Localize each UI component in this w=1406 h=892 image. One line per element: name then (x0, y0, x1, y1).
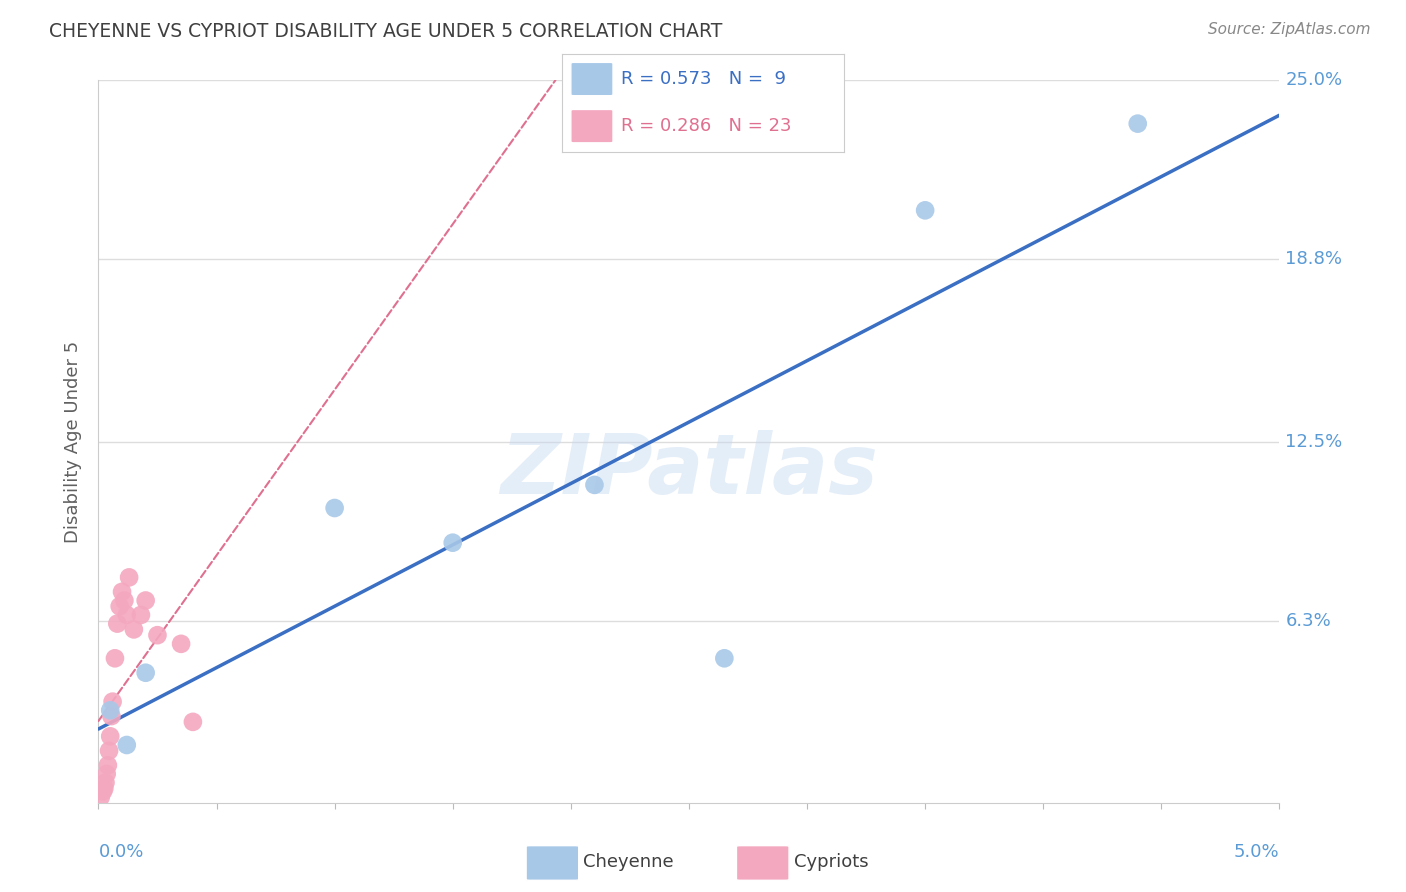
Point (112, 593, 135, 607)
Text: 18.8%: 18.8% (1285, 251, 1343, 268)
Point (108, 599, 131, 614)
Text: 6.3%: 6.3% (1285, 612, 1331, 630)
Point (914, 203, 936, 218)
Point (105, 616, 128, 631)
Point (135, 665, 157, 680)
Point (101, 695, 124, 709)
Point (713, 651, 735, 665)
Text: 0.0%: 0.0% (98, 843, 143, 861)
Point (135, 593, 157, 607)
Point (583, 478, 606, 492)
Point (96, 767, 118, 781)
Point (91, 784, 114, 798)
Point (170, 637, 193, 651)
Point (111, 584, 134, 599)
Point (93, 781, 115, 796)
Point (90, 790, 112, 805)
Point (146, 628, 169, 642)
Point (97, 758, 120, 772)
Point (122, 623, 145, 637)
Point (115, 607, 138, 622)
Point (181, 714, 204, 729)
Point (441, 535, 464, 549)
Point (118, 570, 141, 584)
Point (98, 729, 121, 743)
FancyBboxPatch shape (571, 62, 613, 95)
FancyBboxPatch shape (737, 846, 789, 880)
Text: R = 0.286   N = 23: R = 0.286 N = 23 (621, 117, 792, 135)
Point (129, 607, 152, 622)
Text: CHEYENNE VS CYPRIOT DISABILITY AGE UNDER 5 CORRELATION CHART: CHEYENNE VS CYPRIOT DISABILITY AGE UNDER… (49, 22, 723, 41)
FancyBboxPatch shape (571, 110, 613, 143)
Point (1126, 117, 1149, 131)
Text: 12.5%: 12.5% (1285, 433, 1343, 450)
Text: R = 0.573   N =  9: R = 0.573 N = 9 (621, 70, 786, 88)
Point (98, 744, 121, 758)
Point (323, 501, 346, 516)
Y-axis label: Disability Age Under 5: Disability Age Under 5 (65, 341, 83, 542)
Point (104, 651, 127, 665)
FancyBboxPatch shape (526, 846, 579, 880)
Text: 25.0%: 25.0% (1285, 71, 1343, 89)
Point (100, 709, 122, 723)
Text: Cheyenne: Cheyenne (583, 853, 673, 871)
Point (98, 703, 121, 717)
Text: Source: ZipAtlas.com: Source: ZipAtlas.com (1208, 22, 1371, 37)
Text: 5.0%: 5.0% (1234, 843, 1279, 861)
Text: Cypriots: Cypriots (794, 853, 869, 871)
Point (115, 738, 138, 752)
Point (94, 775, 117, 789)
Text: ZIPatlas: ZIPatlas (501, 430, 877, 511)
